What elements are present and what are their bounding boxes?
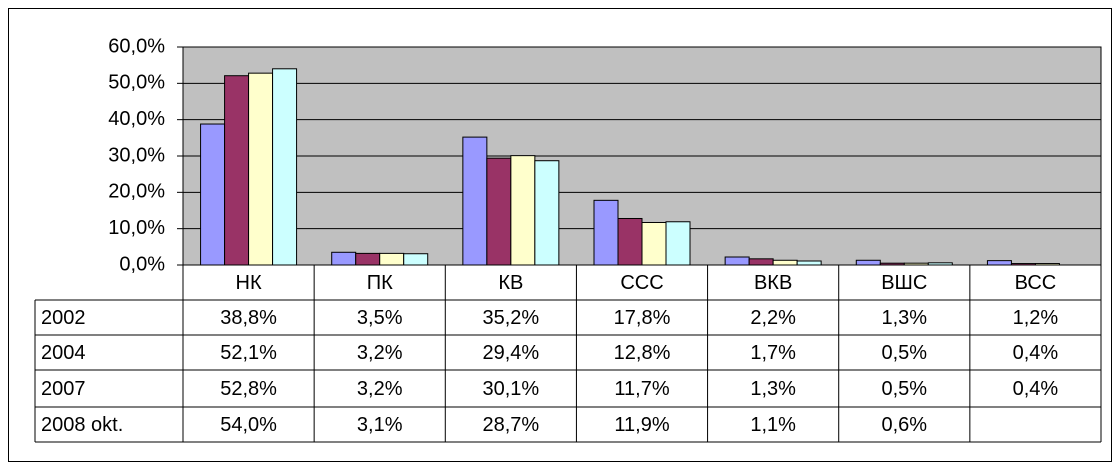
table-value: 1,2% <box>1013 307 1059 329</box>
x-tick-label: ВШС <box>881 272 927 294</box>
bar <box>617 217 643 266</box>
y-tick-label: 10,0% <box>108 217 165 239</box>
legend-label: 2007 <box>41 378 86 400</box>
table-value: 3,2% <box>357 378 403 400</box>
table-value: 2,2% <box>750 307 796 329</box>
table-value: 1,3% <box>750 378 796 400</box>
table-value: 0,5% <box>881 342 927 364</box>
table-value: 0,6% <box>881 414 927 436</box>
table-value: 1,1% <box>750 414 796 436</box>
table-value: 11,9% <box>614 414 669 436</box>
table-value: 52,1% <box>220 342 277 364</box>
table-value: 11,7% <box>614 378 669 400</box>
bar <box>355 252 381 266</box>
bar <box>641 221 667 266</box>
table-value: 12,8% <box>614 342 671 364</box>
y-tick-label: 0,0% <box>119 253 165 275</box>
table-value: 29,4% <box>482 342 539 364</box>
bar <box>403 253 429 266</box>
table-value: 35,2% <box>482 307 539 329</box>
bar <box>224 75 250 266</box>
x-tick-label: ССС <box>620 272 663 294</box>
bar <box>272 68 298 266</box>
table-value: 0,4% <box>1013 378 1059 400</box>
bar <box>772 259 798 266</box>
legend-label: 2008 okt. <box>41 414 123 436</box>
x-tick-label: ВКВ <box>754 272 792 294</box>
y-tick-label: 20,0% <box>108 181 165 203</box>
table-value: 0,5% <box>881 378 927 400</box>
legend-label: 2002 <box>41 307 86 329</box>
bar <box>748 258 774 266</box>
table-value: 3,5% <box>357 307 403 329</box>
table-value: 28,7% <box>482 414 539 436</box>
table-value: 1,7% <box>750 342 796 364</box>
table-value: 54,0% <box>220 414 277 436</box>
bar <box>331 251 357 266</box>
bar <box>510 155 536 266</box>
y-tick-label: 40,0% <box>108 108 165 130</box>
bar <box>486 157 512 266</box>
bar <box>379 252 405 266</box>
x-tick-label: ПК <box>367 272 393 294</box>
bar <box>462 136 488 266</box>
bar <box>986 260 1012 266</box>
bar <box>724 256 750 266</box>
y-tick-label: 50,0% <box>108 72 165 94</box>
y-tick-label: 60,0% <box>108 35 165 57</box>
bar <box>534 160 560 266</box>
bar <box>593 199 619 266</box>
y-tick-label: 30,0% <box>108 144 165 166</box>
bar <box>200 123 226 266</box>
table-value: 17,8% <box>614 307 671 329</box>
table-value: 38,8% <box>220 307 277 329</box>
x-tick-label: КВ <box>498 272 523 294</box>
table-value: 0,4% <box>1013 342 1059 364</box>
bar <box>796 260 822 266</box>
table-value: 3,1% <box>357 414 403 436</box>
bar <box>855 259 881 266</box>
table-value: 1,3% <box>881 307 927 329</box>
x-tick-label: НК <box>236 272 262 294</box>
x-tick-label: ВСС <box>1015 272 1057 294</box>
table-value: 52,8% <box>220 378 277 400</box>
bar <box>665 221 691 266</box>
table-value: 3,2% <box>357 342 403 364</box>
bar <box>248 72 274 266</box>
table-value: 30,1% <box>482 378 539 400</box>
legend-label: 2004 <box>41 342 86 364</box>
